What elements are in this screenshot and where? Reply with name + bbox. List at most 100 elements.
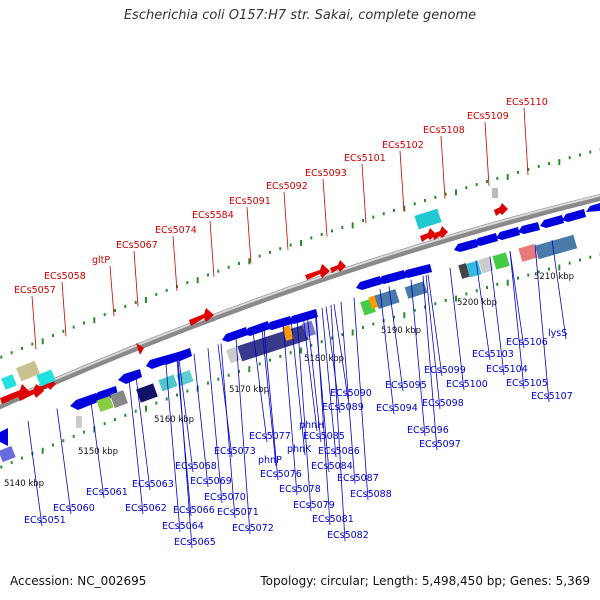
gene-label[interactable]: ECs5107 bbox=[531, 391, 573, 402]
gene-arrow[interactable] bbox=[402, 264, 432, 278]
gene-label[interactable]: ECs5081 bbox=[312, 514, 354, 525]
gene-box[interactable] bbox=[492, 188, 498, 198]
gene-box[interactable] bbox=[96, 395, 114, 413]
gene-box[interactable] bbox=[518, 244, 538, 262]
gene-label[interactable]: ECs5087 bbox=[337, 473, 379, 484]
gene-label[interactable]: ECs5091 bbox=[229, 196, 271, 207]
gene-label[interactable]: ECs5084 bbox=[311, 461, 353, 472]
gene-arrow[interactable] bbox=[494, 203, 508, 216]
gene-box[interactable] bbox=[1, 374, 17, 390]
gene-label[interactable]: ECs5068 bbox=[175, 461, 217, 472]
gene-label[interactable]: ECs5104 bbox=[486, 364, 528, 375]
gene-box[interactable] bbox=[16, 360, 40, 382]
gene-arrow[interactable] bbox=[378, 270, 406, 284]
gene-box[interactable] bbox=[374, 288, 400, 310]
gene-arrow[interactable] bbox=[136, 343, 144, 355]
gene-box[interactable] bbox=[478, 256, 494, 274]
gene-label[interactable]: ECs5070 bbox=[204, 492, 246, 503]
gene-label[interactable]: ECs5109 bbox=[467, 111, 509, 122]
gene-box[interactable] bbox=[76, 416, 82, 428]
gene-label[interactable]: ECs5073 bbox=[214, 446, 256, 457]
gene-label[interactable]: ECs5093 bbox=[305, 168, 347, 179]
gene-arrow[interactable] bbox=[540, 215, 564, 228]
gene-arrow[interactable] bbox=[330, 260, 346, 273]
gene-arrow[interactable] bbox=[474, 233, 498, 246]
gene-label[interactable]: ECs5096 bbox=[407, 425, 449, 436]
gene-arrow[interactable] bbox=[496, 227, 520, 240]
gene-label[interactable]: ECs5078 bbox=[279, 484, 321, 495]
gene-label[interactable]: ECs5086 bbox=[318, 446, 360, 457]
gene-arrow[interactable] bbox=[420, 228, 436, 242]
gene-label[interactable]: phnK bbox=[287, 444, 312, 455]
gene-label[interactable]: ECs5066 bbox=[173, 505, 215, 516]
gene-label[interactable]: ECs5105 bbox=[506, 378, 548, 389]
gene-label[interactable]: ECs5069 bbox=[190, 476, 232, 487]
gene-label[interactable]: ECs5089 bbox=[322, 402, 364, 413]
gene-arrow[interactable] bbox=[146, 356, 166, 369]
gene-label[interactable]: ECs5088 bbox=[350, 489, 392, 500]
gene-box[interactable] bbox=[534, 234, 578, 260]
gene-box[interactable] bbox=[110, 390, 128, 408]
gene-label[interactable]: ECs5082 bbox=[327, 530, 369, 541]
gene-box[interactable] bbox=[404, 281, 428, 299]
gene-arrow[interactable] bbox=[92, 386, 118, 402]
gene-label[interactable]: ECs5060 bbox=[53, 503, 95, 514]
gene-label[interactable]: ECs5062 bbox=[125, 503, 167, 514]
gene-arrow[interactable] bbox=[174, 348, 192, 361]
gene-label[interactable]: ECs5103 bbox=[472, 349, 514, 360]
gene-arrow[interactable] bbox=[70, 393, 98, 410]
gene-box[interactable] bbox=[414, 208, 442, 230]
gene-arrow[interactable] bbox=[222, 327, 248, 342]
gene-arrow[interactable] bbox=[160, 352, 180, 365]
gene-label[interactable]: ECs5106 bbox=[506, 337, 548, 348]
gene-label[interactable]: ECs5101 bbox=[344, 153, 386, 164]
gene-label[interactable]: ECs5057 bbox=[14, 285, 56, 296]
gene-label[interactable]: ECs5097 bbox=[419, 439, 461, 450]
gene-arrow[interactable] bbox=[518, 222, 540, 234]
gene-label[interactable]: ECs5077 bbox=[249, 431, 291, 442]
gene-arrow[interactable] bbox=[454, 239, 478, 252]
gene-arrow[interactable] bbox=[305, 264, 330, 280]
gene-label[interactable]: ECs5584 bbox=[192, 210, 234, 221]
gene-label[interactable]: ECs5098 bbox=[422, 398, 464, 409]
gene-label[interactable]: gltP bbox=[92, 255, 110, 266]
gene-box[interactable] bbox=[158, 374, 178, 392]
gene-label[interactable]: ECs5061 bbox=[86, 487, 128, 498]
gene-label[interactable]: ECs5110 bbox=[506, 97, 548, 108]
gene-label[interactable]: ECs5090 bbox=[330, 388, 372, 399]
gene-label[interactable]: ECs5051 bbox=[24, 515, 66, 526]
gene-label[interactable]: phnH bbox=[299, 420, 324, 431]
gene-label[interactable]: ECs5063 bbox=[132, 479, 174, 490]
gene-arrow[interactable] bbox=[266, 316, 292, 330]
gene-arrow[interactable] bbox=[586, 203, 600, 212]
gene-label[interactable]: ECs5102 bbox=[382, 140, 424, 151]
gene-arrow[interactable] bbox=[189, 308, 214, 326]
gene-arrow[interactable] bbox=[0, 428, 8, 446]
gene-label[interactable]: ECs5076 bbox=[260, 469, 302, 480]
gene-label[interactable]: ECs5094 bbox=[376, 403, 418, 414]
gene-label[interactable]: ECs5092 bbox=[266, 181, 308, 192]
gene-label[interactable]: ECs5067 bbox=[116, 240, 158, 251]
gene-arrow[interactable] bbox=[118, 369, 142, 384]
gene-arrow[interactable] bbox=[562, 209, 586, 222]
gene-label[interactable]: ECs5065 bbox=[174, 537, 216, 548]
gene-label[interactable]: ECs5064 bbox=[162, 521, 204, 532]
gene-label[interactable]: ECs5072 bbox=[232, 523, 274, 534]
gene-label[interactable]: ECs5074 bbox=[155, 225, 197, 236]
gene-label[interactable]: phnP bbox=[258, 455, 282, 466]
gene-arrow[interactable] bbox=[356, 276, 382, 290]
gene-label[interactable]: ECs5079 bbox=[293, 500, 335, 511]
gene-label[interactable]: ECs5058 bbox=[44, 271, 86, 282]
gene-box[interactable] bbox=[492, 252, 510, 270]
gene-label[interactable]: ECs5100 bbox=[446, 379, 488, 390]
gene-box[interactable] bbox=[136, 383, 158, 403]
gene-label[interactable]: ECs5095 bbox=[385, 380, 427, 391]
gene-label[interactable]: ECs5108 bbox=[423, 125, 465, 136]
gene-label[interactable]: lysS bbox=[548, 328, 567, 339]
gene-arrow[interactable] bbox=[244, 321, 270, 336]
gene-label[interactable]: ECs5099 bbox=[424, 365, 466, 376]
gene-box[interactable] bbox=[0, 445, 16, 463]
gene-box[interactable] bbox=[458, 263, 470, 279]
gene-box[interactable] bbox=[36, 369, 56, 387]
gene-label[interactable]: ECs5085 bbox=[303, 431, 345, 442]
